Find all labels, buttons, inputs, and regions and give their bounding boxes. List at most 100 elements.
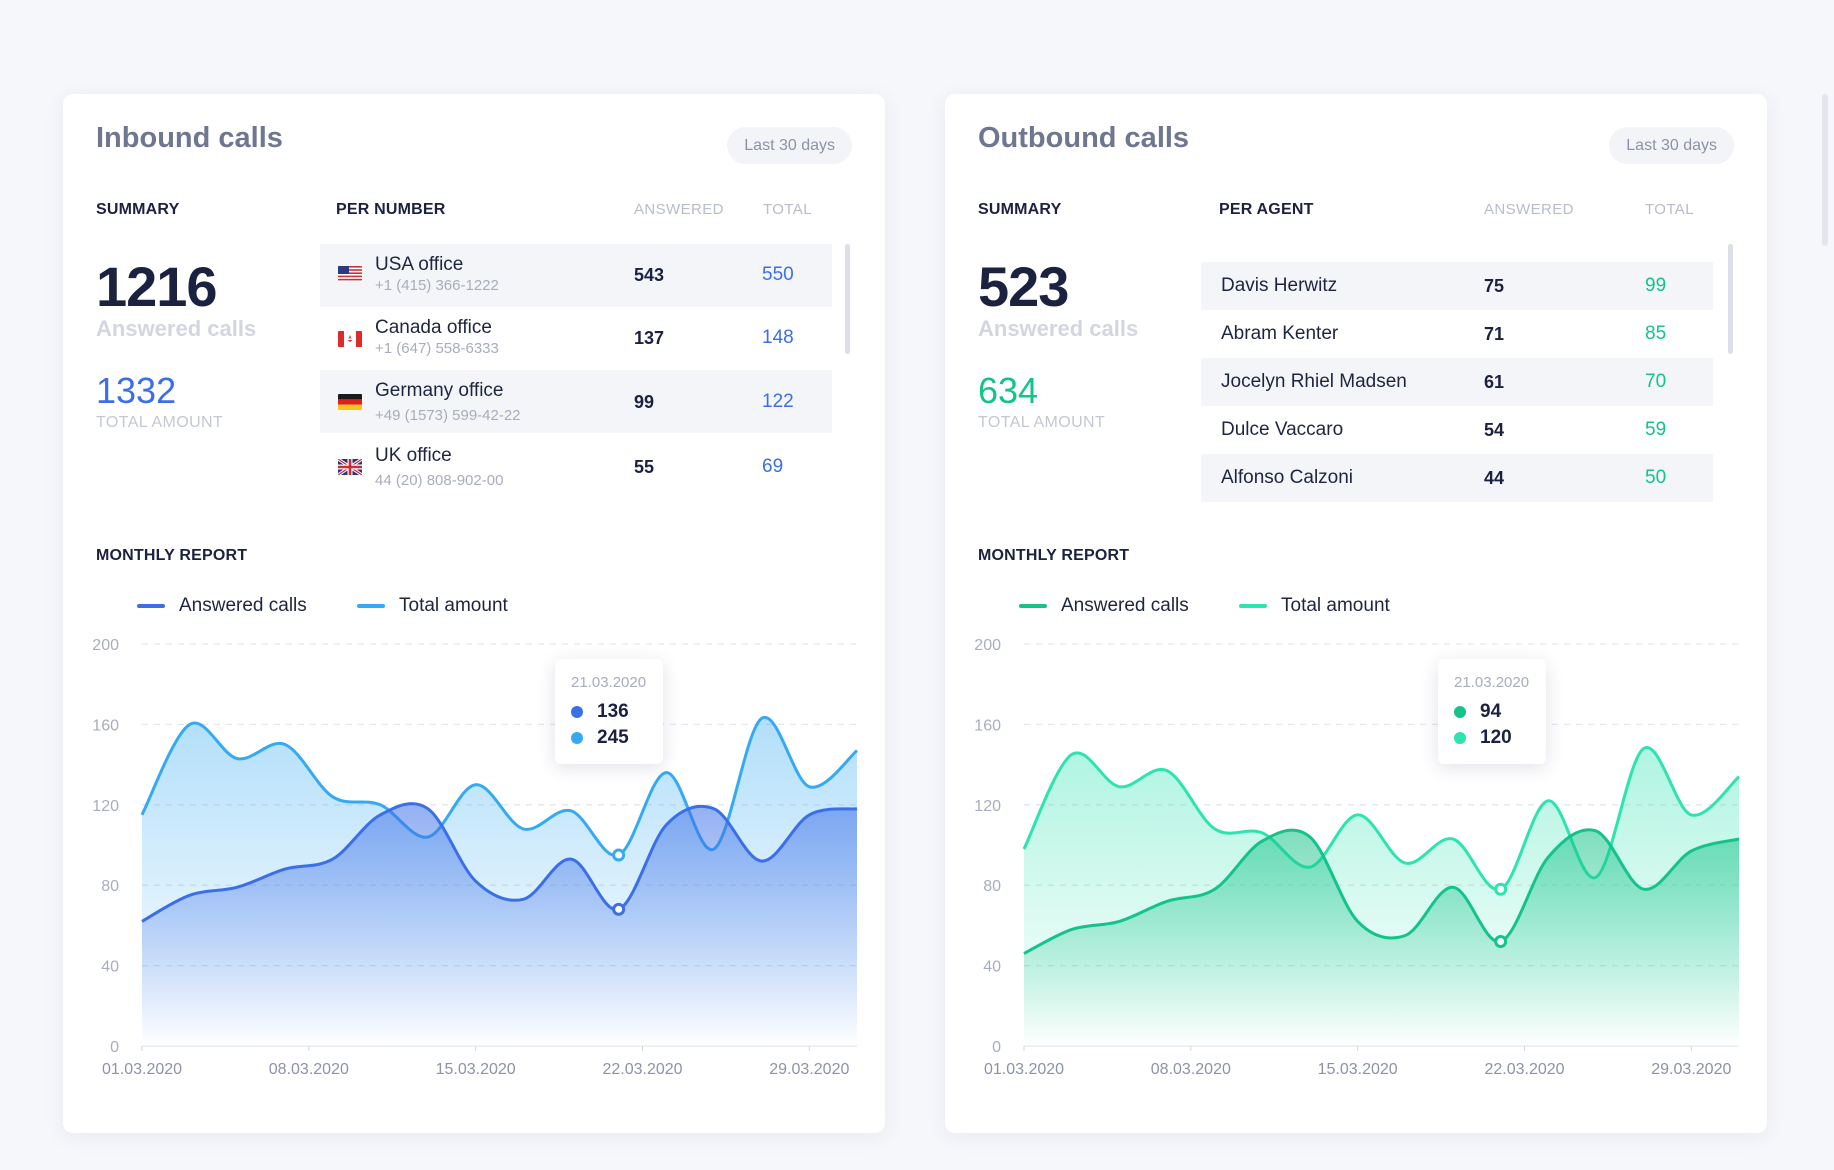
y-tick-label: 160 <box>974 717 1001 734</box>
monthly-report-heading: MONTHLY REPORT <box>96 547 248 564</box>
legend-line-swatch <box>137 604 165 608</box>
agent-name: Dulce Vaccaro <box>1221 419 1344 440</box>
table-row[interactable]: UK office 44 (20) 808-902-00 55 69 <box>320 433 832 496</box>
legend-total-amount[interactable]: Total amount <box>357 594 508 618</box>
answered-calls-value: 1216 <box>96 255 218 318</box>
series-line-total[interactable] <box>1022 746 1741 891</box>
agent-name: Davis Herwitz <box>1221 275 1338 296</box>
legend-answered-calls[interactable]: Answered calls <box>1019 594 1189 618</box>
y-tick-label: 80 <box>983 878 1001 895</box>
row-phone: +49 (1573) 599-42-22 <box>375 407 521 424</box>
row-name: USA office <box>375 254 464 275</box>
x-tick-label: 29.03.2020 <box>769 1061 849 1078</box>
table-row[interactable]: Abram Kenter 71 85 <box>1201 310 1713 358</box>
table-row[interactable]: Canada office +1 (647) 558-6333 137 148 <box>320 307 832 370</box>
x-tick-label: 29.03.2020 <box>1651 1061 1731 1078</box>
row-name: UK office <box>375 445 452 466</box>
x-tick-label: 01.03.2020 <box>984 1061 1064 1078</box>
series-line-answered[interactable] <box>1023 828 1740 955</box>
row-total: 148 <box>762 327 794 348</box>
row-answered: 71 <box>1484 324 1505 344</box>
row-phone: +1 (415) 366-1222 <box>375 277 499 294</box>
row-total: 85 <box>1645 323 1667 344</box>
card-title: Inbound calls <box>96 122 283 154</box>
table-scrollbar[interactable] <box>845 244 850 354</box>
tooltip-total-value: 245 <box>597 727 629 748</box>
x-tick-label: 08.03.2020 <box>1151 1061 1231 1078</box>
table-row[interactable]: Davis Herwitz 75 99 <box>1201 262 1713 310</box>
data-point-marker[interactable] <box>612 848 626 862</box>
series-line-answered[interactable] <box>141 802 858 923</box>
total-amount-value: 1332 <box>96 370 177 411</box>
row-answered: 137 <box>634 328 665 348</box>
date-range-button[interactable]: Last 30 days <box>1609 127 1734 164</box>
y-tick-label: 200 <box>974 637 1001 654</box>
legend-line-swatch <box>1019 604 1047 608</box>
row-total: 59 <box>1645 419 1667 440</box>
chart-tooltip: 21.03.2020 94 120 <box>1438 659 1546 764</box>
per-agent-table: Davis Herwitz 75 99 Abram Kenter 71 85 J… <box>1201 262 1741 522</box>
germany-flag-icon <box>338 394 362 410</box>
tooltip-date: 21.03.2020 <box>571 674 647 691</box>
answered-dot-icon <box>571 706 583 718</box>
row-answered: 543 <box>634 265 665 285</box>
series-line-total[interactable] <box>140 716 859 857</box>
canada-flag-icon <box>338 331 362 347</box>
y-tick-label: 40 <box>101 959 119 976</box>
y-tick-label: 0 <box>110 1039 119 1056</box>
per-number-table: USA office +1 (415) 366-1222 543 550 Can… <box>320 244 860 594</box>
answered-calls-value: 523 <box>978 255 1069 318</box>
y-tick-label: 160 <box>92 717 119 734</box>
y-tick-label: 200 <box>92 637 119 654</box>
row-total: 50 <box>1645 467 1667 488</box>
table-row[interactable]: Dulce Vaccaro 54 59 <box>1201 406 1713 454</box>
table-row[interactable]: Jocelyn Rhiel Madsen 61 70 <box>1201 358 1713 406</box>
table-row[interactable]: Germany office +49 (1573) 599-42-22 99 1… <box>320 370 832 433</box>
total-column-header: TOTAL <box>1645 201 1694 218</box>
x-tick-label: 22.03.2020 <box>602 1061 682 1078</box>
legend-label: Total amount <box>1281 595 1390 616</box>
table-row[interactable]: USA office +1 (415) 366-1222 543 550 <box>320 244 832 307</box>
x-tick-label: 08.03.2020 <box>269 1061 349 1078</box>
answered-dot-icon <box>1454 706 1466 718</box>
table-scrollbar[interactable] <box>1728 244 1733 354</box>
inbound-monthly-chart[interactable]: 0 40 80 120 160 200 01.03.2020 08.03.2020 15.03.… <box>63 94 885 1133</box>
row-total: 70 <box>1645 371 1667 392</box>
us-flag-icon <box>338 266 362 282</box>
chart-tooltip: 21.03.2020 136 245 <box>555 659 663 764</box>
uk-flag-icon <box>338 459 362 475</box>
row-phone: 44 (20) 808-902-00 <box>375 472 504 489</box>
row-answered: 75 <box>1484 276 1505 296</box>
page-scrollbar[interactable] <box>1822 94 1828 246</box>
legend-line-swatch <box>357 604 385 608</box>
tooltip-date: 21.03.2020 <box>1454 674 1530 691</box>
row-phone: +1 (647) 558-6333 <box>375 340 499 357</box>
legend-label: Answered calls <box>179 595 307 616</box>
data-point-marker[interactable] <box>612 902 626 916</box>
outbound-monthly-chart[interactable]: 0 40 80 120 160 200 01.03.2020 08.03.2020 15.03.… <box>945 94 1767 1133</box>
legend-label: Answered calls <box>1061 595 1189 616</box>
x-tick-label: 22.03.2020 <box>1484 1061 1564 1078</box>
agent-name: Jocelyn Rhiel Madsen <box>1221 371 1407 392</box>
agent-name: Abram Kenter <box>1221 323 1339 344</box>
summary-heading: SUMMARY <box>96 201 180 218</box>
date-range-button[interactable]: Last 30 days <box>727 127 852 164</box>
row-name: Canada office <box>375 317 492 338</box>
tooltip-total: 120 <box>1454 727 1512 749</box>
legend-answered-calls[interactable]: Answered calls <box>137 594 307 618</box>
y-tick-label: 0 <box>992 1039 1001 1056</box>
total-amount-label: TOTAL AMOUNT <box>978 414 1106 431</box>
data-point-marker[interactable] <box>1494 934 1508 948</box>
answered-column-header: ANSWERED <box>634 201 724 218</box>
inbound-calls-card: Inbound calls Last 30 days SUMMARY PER N… <box>63 94 885 1133</box>
total-dot-icon <box>571 732 583 744</box>
row-total: 99 <box>1645 275 1667 296</box>
answered-column-header: ANSWERED <box>1484 201 1574 218</box>
x-tick-label: 01.03.2020 <box>102 1061 182 1078</box>
answered-calls-label: Answered calls <box>978 316 1139 341</box>
row-answered: 61 <box>1484 372 1505 392</box>
legend-total-amount[interactable]: Total amount <box>1239 594 1390 618</box>
total-column-header: TOTAL <box>763 201 812 218</box>
data-point-marker[interactable] <box>1494 882 1508 896</box>
table-row[interactable]: Alfonso Calzoni 44 50 <box>1201 454 1713 502</box>
